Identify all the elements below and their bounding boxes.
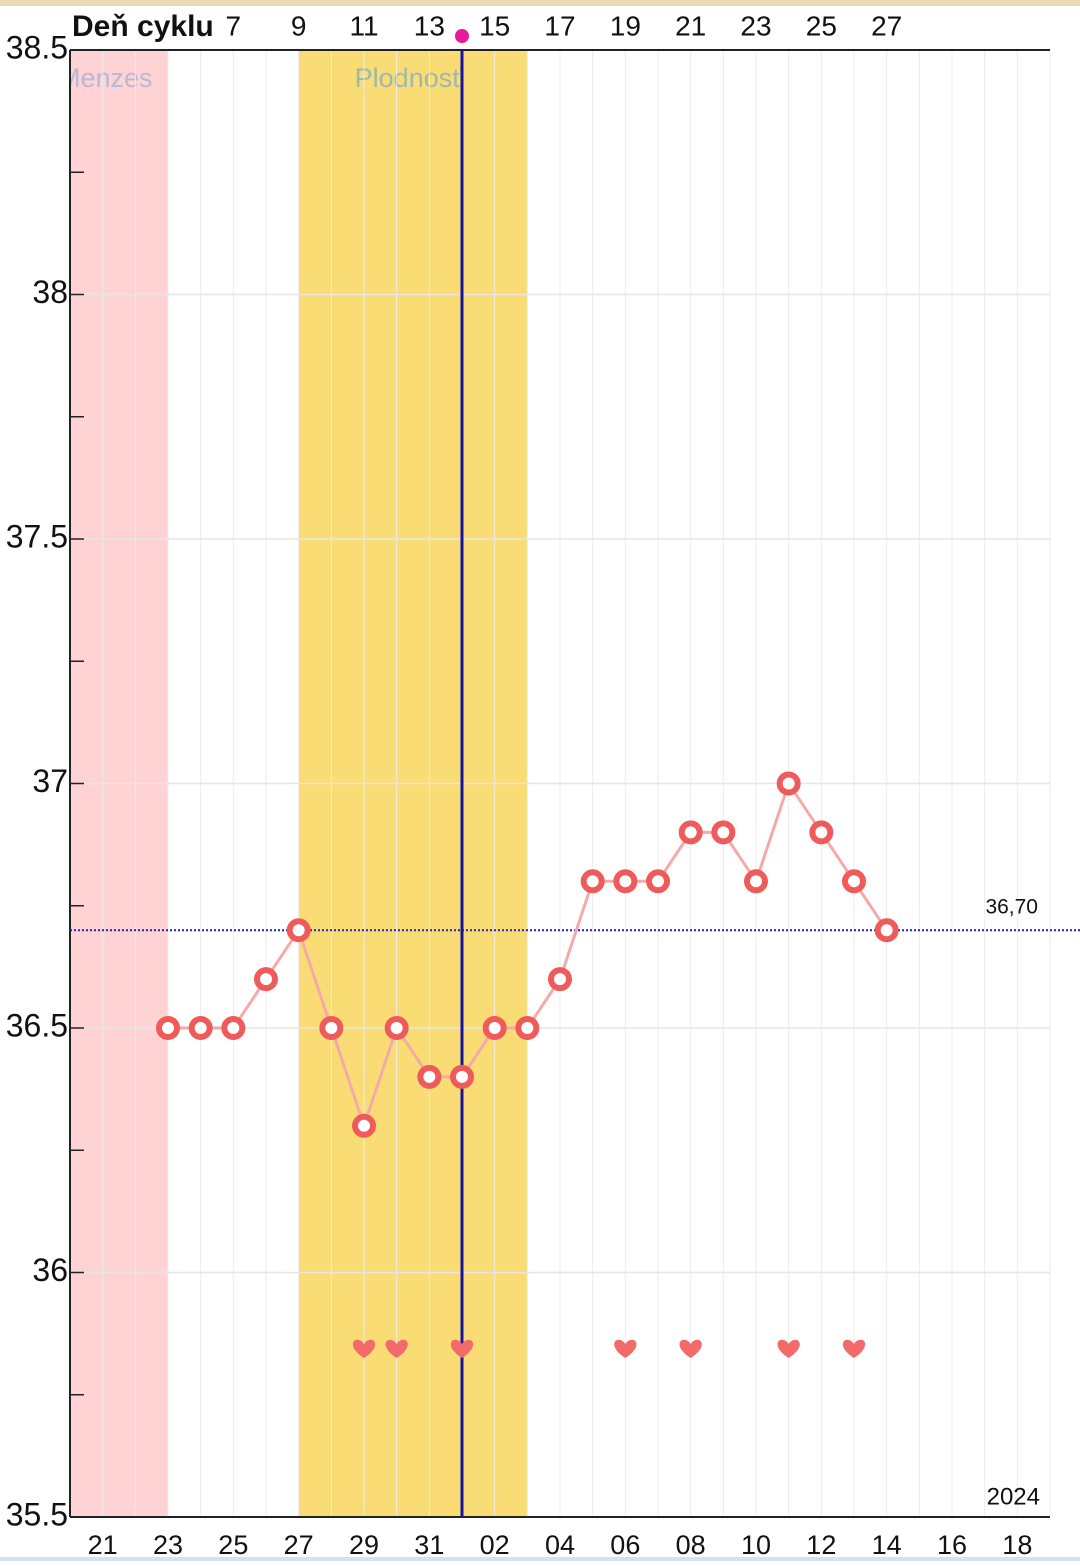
x-tick-label: 08 [676, 1530, 706, 1560]
y-tick-label: 36 [32, 1252, 68, 1288]
x-tick-label: 14 [872, 1530, 902, 1560]
y-tick-label: 36.5 [6, 1007, 68, 1043]
cycle-day-label: 27 [871, 10, 902, 41]
data-point [417, 1064, 442, 1089]
cycle-day-label: 11 [349, 10, 378, 41]
data-point [776, 771, 801, 796]
heart-icon [614, 1339, 637, 1358]
data-point [286, 918, 311, 943]
data-point [188, 1016, 213, 1040]
data-point [744, 869, 768, 894]
x-tick-label: 31 [414, 1530, 444, 1560]
heart-icon [450, 1339, 474, 1358]
data-point [450, 1064, 474, 1089]
data-point [809, 820, 834, 845]
data-point [613, 869, 638, 894]
x-tick-label: 02 [480, 1530, 510, 1560]
x-tick-label: 23 [153, 1530, 183, 1560]
x-tick-label: 12 [806, 1530, 836, 1560]
cycle-day-label: 13 [414, 10, 445, 41]
heart-icon [385, 1339, 408, 1358]
data-point [842, 869, 866, 894]
cycle-day-label: 15 [479, 10, 510, 41]
data-point [515, 1016, 540, 1040]
data-point [254, 967, 278, 992]
data-point [221, 1016, 246, 1040]
data-point [384, 1016, 409, 1040]
cycle-day-label: 25 [806, 10, 837, 41]
x-tick-label: 06 [610, 1530, 640, 1560]
x-tick-label: 27 [284, 1530, 314, 1560]
y-tick-label: 38.5 [6, 29, 68, 65]
heart-icon [679, 1339, 702, 1358]
chart-title: Deň cyklu [72, 10, 214, 43]
x-tick-label: 04 [545, 1530, 575, 1560]
x-tick-label: 10 [741, 1530, 771, 1560]
x-tick-label: 16 [937, 1530, 967, 1560]
data-point [580, 869, 605, 894]
data-point [874, 918, 899, 943]
y-tick-label: 37 [32, 763, 68, 799]
ovulation-dot [455, 29, 469, 43]
x-tick-label: 25 [218, 1530, 248, 1560]
heart-icon [842, 1339, 866, 1358]
data-point [678, 820, 703, 845]
top-border [0, 0, 1080, 6]
x-tick-label: 29 [349, 1530, 379, 1560]
cycle-day-label: 21 [675, 10, 706, 41]
band-label: Menzes [58, 63, 153, 93]
cycle-day-label: 17 [544, 10, 575, 41]
data-point [319, 1016, 344, 1040]
y-tick-label: 37.5 [6, 518, 68, 554]
data-point [156, 1016, 180, 1040]
heart-icon [352, 1339, 376, 1358]
data-point [646, 869, 670, 894]
x-tick-label: 21 [88, 1530, 118, 1560]
x-tick-label: 18 [1002, 1530, 1032, 1560]
data-point [711, 820, 736, 845]
band-label: Plodnosť [355, 63, 464, 93]
heart-icon [777, 1339, 800, 1358]
y-tick-label: 38 [32, 274, 68, 310]
cycle-day-label: 7 [226, 10, 242, 41]
data-point [548, 967, 572, 992]
cycle-day-label: 9 [291, 10, 307, 41]
bottom-border [0, 1557, 1080, 1561]
cycle-day-label: 23 [740, 10, 771, 41]
year-label: 2024 [987, 1483, 1040, 1510]
data-point [352, 1113, 376, 1138]
coverline-label: 36,70 [985, 896, 1038, 919]
y-tick-label: 35.5 [6, 1496, 68, 1532]
cycle-day-label: 19 [610, 10, 641, 41]
data-point [482, 1016, 507, 1040]
